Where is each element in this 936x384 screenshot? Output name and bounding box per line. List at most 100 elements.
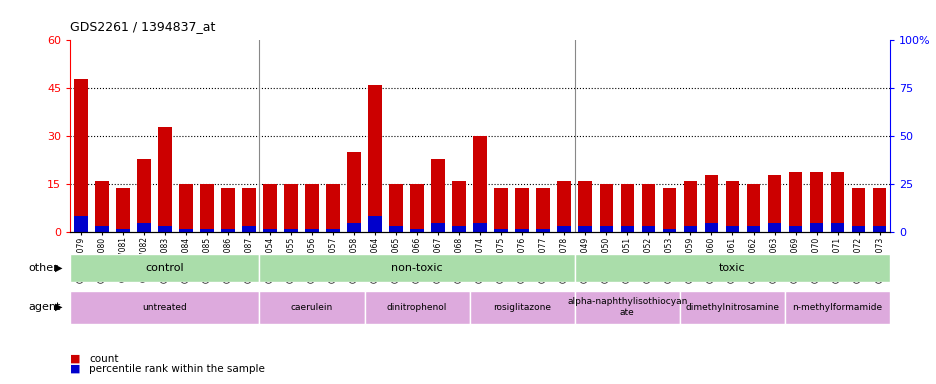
Bar <box>809 172 823 232</box>
Bar <box>641 226 654 232</box>
Bar <box>284 229 298 232</box>
Bar <box>641 184 654 232</box>
Text: control: control <box>145 263 184 273</box>
Bar <box>158 226 171 232</box>
Bar <box>452 226 465 232</box>
Text: GDS2261 / 1394837_at: GDS2261 / 1394837_at <box>70 20 215 33</box>
Text: n-methylformamide: n-methylformamide <box>792 303 882 312</box>
Bar <box>746 184 759 232</box>
Text: ▶: ▶ <box>55 263 63 273</box>
Text: toxic: toxic <box>719 263 745 273</box>
Bar <box>515 229 529 232</box>
Bar <box>788 172 801 232</box>
Bar <box>469 291 574 324</box>
Bar <box>74 216 88 232</box>
Text: caerulein: caerulein <box>290 303 333 312</box>
Bar <box>221 187 235 232</box>
Bar <box>137 159 151 232</box>
Bar <box>179 229 193 232</box>
Bar <box>388 226 402 232</box>
Bar <box>704 223 718 232</box>
Bar <box>241 226 256 232</box>
Bar <box>599 226 612 232</box>
Bar <box>368 85 382 232</box>
Bar <box>347 152 360 232</box>
Bar <box>116 187 129 232</box>
Bar <box>871 226 885 232</box>
Bar <box>574 291 680 324</box>
Bar <box>809 223 823 232</box>
Text: other: other <box>28 263 58 273</box>
Text: count: count <box>89 354 118 364</box>
Bar <box>263 184 276 232</box>
Bar <box>221 229 235 232</box>
Bar <box>74 79 88 232</box>
Bar <box>95 181 109 232</box>
Bar <box>662 229 676 232</box>
Bar <box>364 291 469 324</box>
Bar <box>851 187 865 232</box>
Bar <box>536 229 549 232</box>
Bar <box>410 184 423 232</box>
Bar <box>620 184 634 232</box>
Bar <box>284 184 298 232</box>
Bar <box>680 291 784 324</box>
Bar <box>326 229 340 232</box>
Bar <box>851 226 865 232</box>
Bar <box>305 184 318 232</box>
Bar <box>70 291 259 324</box>
Bar <box>200 229 213 232</box>
Bar <box>724 226 739 232</box>
Bar <box>871 187 885 232</box>
Bar <box>410 229 423 232</box>
Bar <box>746 226 759 232</box>
Bar <box>388 184 402 232</box>
Bar <box>578 181 592 232</box>
Text: non-toxic: non-toxic <box>391 263 443 273</box>
Bar <box>683 226 696 232</box>
Text: percentile rank within the sample: percentile rank within the sample <box>89 364 265 374</box>
Text: ▶: ▶ <box>55 302 63 312</box>
Bar <box>431 223 445 232</box>
Bar <box>95 226 109 232</box>
Bar <box>767 223 781 232</box>
Bar <box>557 226 571 232</box>
Text: dimethylnitrosamine: dimethylnitrosamine <box>685 303 779 312</box>
Bar <box>536 187 549 232</box>
Bar <box>473 136 487 232</box>
Bar <box>830 223 843 232</box>
Bar <box>158 127 171 232</box>
Bar <box>767 175 781 232</box>
Bar <box>473 223 487 232</box>
Bar <box>116 229 129 232</box>
Bar <box>368 216 382 232</box>
Bar <box>662 187 676 232</box>
Bar <box>620 226 634 232</box>
Bar <box>137 223 151 232</box>
Bar <box>70 254 259 282</box>
Bar <box>788 226 801 232</box>
Bar <box>494 187 507 232</box>
Bar <box>830 172 843 232</box>
Text: dinitrophenol: dinitrophenol <box>387 303 446 312</box>
Text: alpha-naphthylisothiocyan
ate: alpha-naphthylisothiocyan ate <box>566 298 687 317</box>
Bar <box>259 254 574 282</box>
Bar <box>599 184 612 232</box>
Bar <box>578 226 592 232</box>
Bar <box>200 184 213 232</box>
Bar <box>515 187 529 232</box>
Bar <box>557 181 571 232</box>
Bar <box>431 159 445 232</box>
Bar <box>305 229 318 232</box>
Text: agent: agent <box>28 302 61 312</box>
Bar <box>241 187 256 232</box>
Bar <box>347 223 360 232</box>
Bar <box>179 184 193 232</box>
Text: rosiglitazone: rosiglitazone <box>492 303 550 312</box>
Bar <box>784 291 889 324</box>
Bar <box>724 181 739 232</box>
Bar <box>452 181 465 232</box>
Bar <box>574 254 889 282</box>
Bar <box>683 181 696 232</box>
Text: untreated: untreated <box>142 303 187 312</box>
